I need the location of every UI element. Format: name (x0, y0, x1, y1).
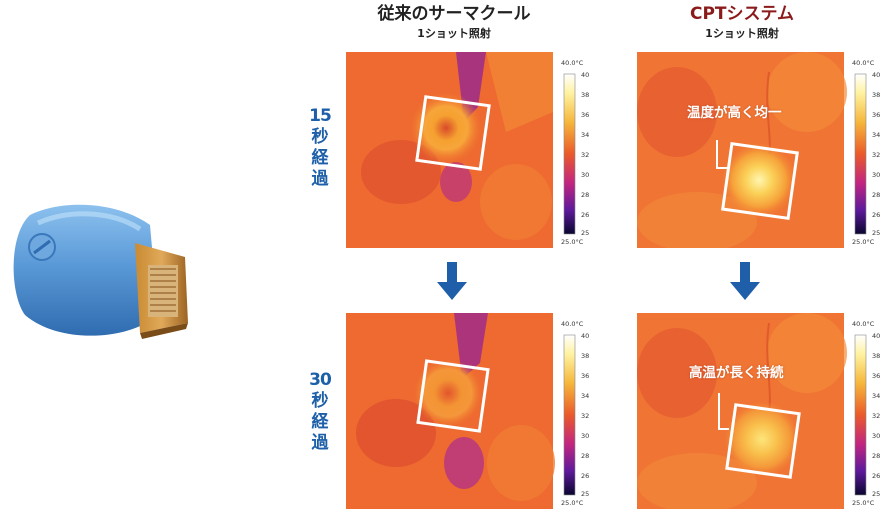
scale-bottom-label: 25.0°C (852, 499, 875, 507)
scale-tick: 38 (872, 91, 880, 99)
scale-tick: 26 (581, 472, 589, 480)
scale-tick: 28 (581, 191, 589, 199)
scale-tick: 30 (872, 171, 880, 179)
scale-bottom-label: 25.0°C (561, 238, 584, 246)
scale-tick: 32 (581, 412, 589, 420)
scale-tick: 28 (581, 452, 589, 460)
left-column-title: 従来のサーマクール (377, 4, 531, 24)
scale-tick: 40 (872, 332, 880, 340)
scale-tick: 25 (581, 229, 589, 237)
thermal-image-conventional-30s: 40.0°C 25.0°C 40 38 36 34 32 30 28 26 25 (346, 313, 596, 509)
scale-tick: 32 (872, 412, 880, 420)
scale-tick: 32 (872, 151, 880, 159)
scale-tick: 36 (872, 372, 880, 380)
right-column-title: CPTシステム (689, 4, 795, 24)
thermal-image-cpt-30s: 40.0°C 25.0°C 40 38 36 34 32 30 28 26 25… (637, 313, 887, 509)
scale-tick: 36 (872, 111, 880, 119)
row-label-number: 15 (309, 106, 332, 126)
scale-tick: 25 (872, 490, 880, 498)
scale-tick: 26 (872, 472, 880, 480)
right-column-subtitle: 1ショット照射 (705, 27, 779, 40)
row-label-char: 過 (311, 433, 329, 453)
scale-top-label: 40.0°C (561, 59, 584, 67)
scale-tick: 25 (872, 229, 880, 237)
row-label-number: 30 (309, 370, 332, 390)
left-column-subtitle: 1ショット照射 (417, 27, 491, 40)
scale-tick: 28 (872, 452, 880, 460)
down-arrow-icon (730, 262, 760, 300)
row-label-30s: 30 秒 経 過 (300, 370, 340, 454)
scale-tick: 30 (581, 171, 589, 179)
row-label-15s: 15 秒 経 過 (300, 106, 340, 190)
scale-tick: 38 (581, 91, 589, 99)
scale-tick: 34 (581, 392, 589, 400)
scale-tick: 36 (581, 111, 589, 119)
scale-tick: 40 (581, 71, 589, 79)
scale-bottom-label: 25.0°C (561, 499, 584, 507)
handpiece-icon (13, 204, 188, 339)
down-arrow-icon (437, 262, 467, 300)
scale-tick: 36 (581, 372, 589, 380)
scale-tick: 25 (581, 490, 589, 498)
scale-tick: 30 (581, 432, 589, 440)
thermal-image-conventional-15s: 40.0°C 25.0°C 40 38 36 34 32 30 28 26 25 (346, 52, 596, 248)
scale-tick: 40 (581, 332, 589, 340)
scale-top-label: 40.0°C (852, 59, 875, 67)
thermal-image-cpt-15s: 40.0°C 25.0°C 40 38 36 34 32 30 28 26 25… (637, 52, 887, 248)
callout-uniform-high-temp: 温度が高く均一 (687, 105, 782, 121)
scale-tick: 30 (872, 432, 880, 440)
scale-bottom-label: 25.0°C (852, 238, 875, 246)
scale-tick: 26 (872, 211, 880, 219)
scale-top-label: 40.0°C (852, 320, 875, 328)
scale-tick: 38 (581, 352, 589, 360)
scale-tick: 26 (581, 211, 589, 219)
callout-sustained-high-temp: 高温が長く持続 (689, 365, 784, 381)
row-label-char: 秒 (311, 127, 329, 147)
row-label-char: 過 (311, 169, 329, 189)
scale-tick: 40 (872, 71, 880, 79)
scale-tick: 28 (872, 191, 880, 199)
scale-tick: 34 (872, 131, 880, 139)
scale-top-label: 40.0°C (561, 320, 584, 328)
cpt-handpiece-image (0, 195, 210, 355)
row-label-char: 秒 (311, 391, 329, 411)
scale-tick: 38 (872, 352, 880, 360)
scale-tick: 34 (872, 392, 880, 400)
scale-tick: 34 (581, 131, 589, 139)
row-label-char: 経 (311, 412, 329, 432)
scale-tick: 32 (581, 151, 589, 159)
row-label-char: 経 (311, 148, 329, 168)
